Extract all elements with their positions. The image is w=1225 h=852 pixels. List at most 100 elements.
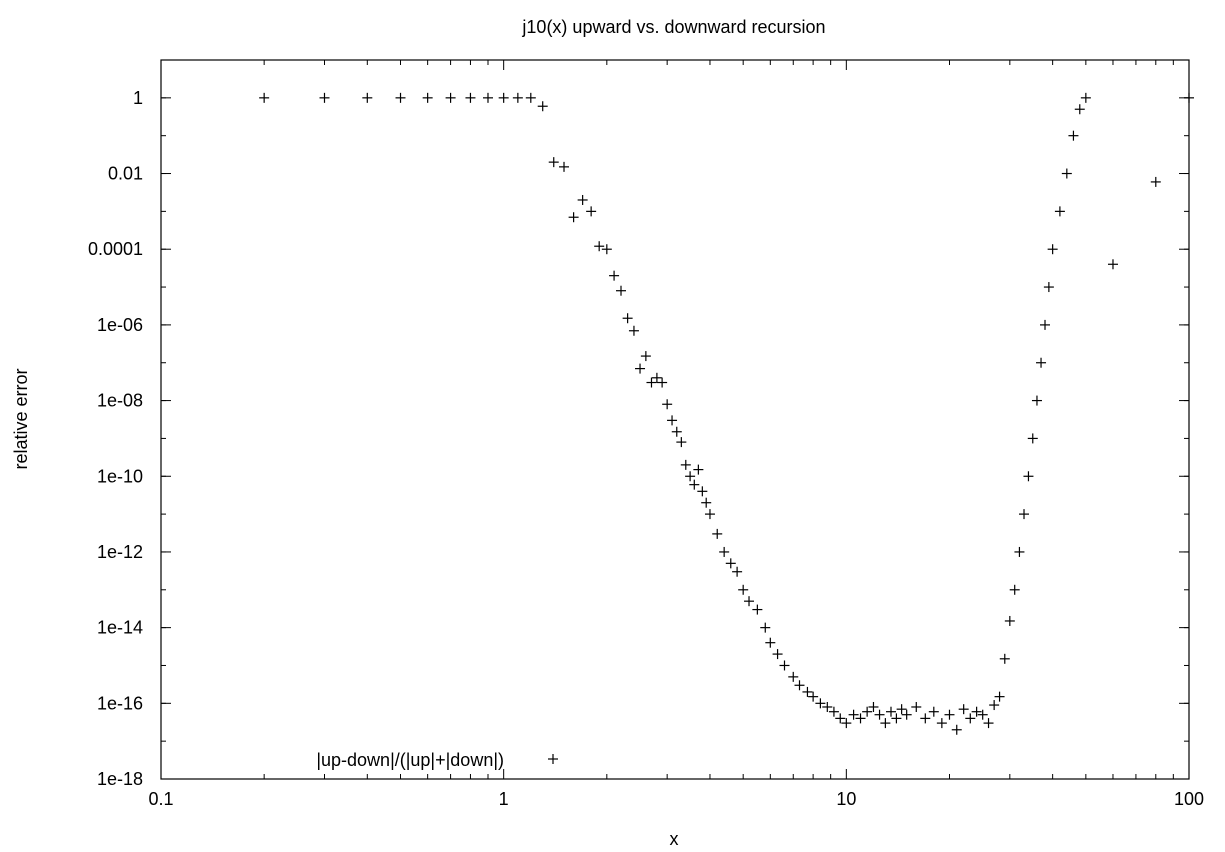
chart-title: j10(x) upward vs. downward recursion xyxy=(521,17,825,37)
data-point xyxy=(685,471,696,482)
legend-marker-symbol xyxy=(548,754,558,764)
data-point xyxy=(994,691,1005,702)
data-point xyxy=(657,377,668,388)
data-point xyxy=(862,706,873,717)
data-points xyxy=(259,92,1194,735)
data-point xyxy=(835,713,846,724)
data-point xyxy=(498,92,509,103)
data-point xyxy=(1036,357,1047,368)
data-point xyxy=(559,161,570,172)
data-point xyxy=(1107,259,1118,270)
data-point xyxy=(362,92,373,103)
x-axis-label: x xyxy=(670,829,679,849)
data-point xyxy=(609,270,620,281)
data-point xyxy=(732,566,743,577)
data-point xyxy=(1019,509,1030,520)
y-tick-label: 1 xyxy=(133,88,143,108)
data-point xyxy=(1150,176,1161,187)
data-point xyxy=(259,92,270,103)
data-point xyxy=(989,700,1000,711)
data-point xyxy=(594,241,605,252)
data-point xyxy=(822,701,833,712)
data-point xyxy=(1054,206,1065,217)
data-point xyxy=(901,709,912,720)
data-point xyxy=(422,92,433,103)
data-point xyxy=(983,718,994,729)
legend-label: |up-down|/(|up|+|down|) xyxy=(316,750,504,770)
x-tick-label: 0.1 xyxy=(148,789,173,809)
data-point xyxy=(482,92,493,103)
y-tick-label: 0.0001 xyxy=(88,239,143,259)
data-point xyxy=(725,558,736,569)
data-point xyxy=(319,92,330,103)
data-point xyxy=(701,497,712,508)
data-point xyxy=(896,704,907,715)
data-point xyxy=(537,101,548,112)
y-tick-label: 1e-06 xyxy=(97,315,143,335)
legend: |up-down|/(|up|+|down|) xyxy=(316,750,558,770)
y-tick-label: 1e-12 xyxy=(97,542,143,562)
data-point xyxy=(855,713,866,724)
data-point xyxy=(445,92,456,103)
data-point xyxy=(1031,395,1042,406)
data-point xyxy=(712,528,723,539)
data-point xyxy=(640,351,651,362)
data-point xyxy=(848,709,859,720)
data-point xyxy=(680,459,691,470)
data-point xyxy=(999,653,1010,664)
data-point xyxy=(635,363,646,374)
data-point xyxy=(971,706,982,717)
data-point xyxy=(577,194,588,205)
legend-marker xyxy=(548,754,558,764)
data-point xyxy=(738,584,749,595)
data-point xyxy=(616,285,627,296)
data-point xyxy=(760,622,771,633)
data-point xyxy=(676,437,687,448)
data-point xyxy=(1027,433,1038,444)
data-point xyxy=(772,649,783,660)
x-axis: 0.1 1 10 100 xyxy=(148,60,1204,809)
data-point xyxy=(944,709,955,720)
data-point xyxy=(936,718,947,729)
data-point xyxy=(689,479,700,490)
data-point xyxy=(667,415,678,426)
data-point xyxy=(744,596,755,607)
data-point xyxy=(885,706,896,717)
data-point xyxy=(880,718,891,729)
y-tick-label: 1e-08 xyxy=(97,391,143,411)
data-point xyxy=(1023,471,1034,482)
data-point xyxy=(525,92,536,103)
data-point xyxy=(911,701,922,712)
data-point xyxy=(802,686,813,697)
data-point xyxy=(794,680,805,691)
y-tick-label: 1e-16 xyxy=(97,693,143,713)
data-point xyxy=(628,325,639,336)
data-point xyxy=(719,546,730,557)
plot-frame xyxy=(160,59,1190,780)
data-point xyxy=(808,691,819,702)
data-point xyxy=(868,701,879,712)
data-point xyxy=(1004,615,1015,626)
data-point xyxy=(828,706,839,717)
data-point xyxy=(815,698,826,709)
data-point xyxy=(671,426,682,437)
data-point xyxy=(965,713,976,724)
data-point xyxy=(1061,168,1072,179)
y-tick-label: 1e-10 xyxy=(97,466,143,486)
data-point xyxy=(1080,92,1091,103)
data-point xyxy=(651,372,662,383)
data-point xyxy=(662,399,673,410)
data-point xyxy=(1014,546,1025,557)
data-point xyxy=(568,212,579,223)
y-tick-label: 0.01 xyxy=(108,164,143,184)
y-axis: 1 0.01 0.0001 1e-06 1e-08 1e-10 1e-12 1e-14 1e-1… xyxy=(88,59,1189,789)
data-point xyxy=(779,660,790,671)
data-point xyxy=(697,486,708,497)
data-point xyxy=(1068,130,1079,141)
data-point xyxy=(704,509,715,520)
y-tick-label: 1e-18 xyxy=(97,769,143,789)
data-point xyxy=(1009,584,1020,595)
data-point xyxy=(1184,92,1194,103)
data-point xyxy=(1043,282,1054,293)
y-tick-label: 1e-14 xyxy=(97,618,143,638)
